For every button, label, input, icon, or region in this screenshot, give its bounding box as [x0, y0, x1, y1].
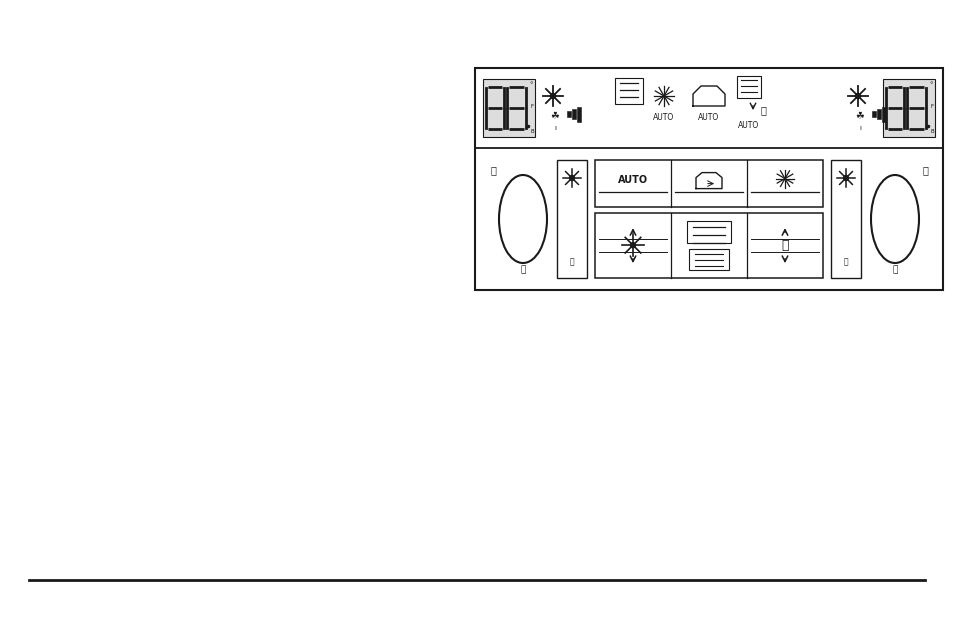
- Bar: [475, 68, 942, 290]
- Circle shape: [630, 243, 635, 247]
- Bar: [876, 109, 880, 119]
- Bar: [871, 111, 875, 117]
- Ellipse shape: [870, 175, 918, 263]
- Text: AUTO: AUTO: [618, 175, 647, 184]
- Ellipse shape: [498, 175, 546, 263]
- Circle shape: [569, 176, 574, 181]
- Text: 💺: 💺: [891, 265, 897, 275]
- Text: 💺: 💺: [569, 258, 574, 266]
- Text: 🧍: 🧍: [781, 238, 788, 252]
- Bar: [882, 79, 934, 137]
- Text: F: F: [530, 104, 534, 109]
- Bar: [688, 249, 728, 270]
- Text: ı: ı: [858, 125, 861, 131]
- Text: °: °: [928, 82, 932, 88]
- Bar: [595, 213, 822, 278]
- Text: AUTO: AUTO: [653, 113, 674, 123]
- Circle shape: [855, 93, 860, 99]
- Bar: [830, 160, 861, 278]
- Bar: [615, 78, 642, 104]
- Text: AUTO: AUTO: [738, 121, 759, 130]
- Text: 👤: 👤: [760, 105, 765, 115]
- Bar: [577, 107, 580, 122]
- Text: ⏻: ⏻: [490, 165, 496, 175]
- Circle shape: [842, 176, 847, 181]
- Text: B: B: [929, 129, 933, 134]
- Bar: [572, 109, 576, 119]
- Text: 💺: 💺: [842, 258, 847, 266]
- Text: AUTO: AUTO: [698, 113, 719, 123]
- Bar: [482, 79, 535, 137]
- Bar: [882, 107, 885, 122]
- Text: ⏻: ⏻: [922, 165, 927, 175]
- Bar: [557, 160, 586, 278]
- Bar: [566, 111, 571, 117]
- Text: F: F: [930, 104, 933, 109]
- Bar: [595, 160, 822, 207]
- Text: ☘: ☘: [855, 111, 863, 121]
- Bar: [737, 76, 760, 98]
- Circle shape: [550, 93, 555, 99]
- Text: °: °: [529, 82, 533, 88]
- Text: ☘: ☘: [550, 111, 558, 121]
- Text: B: B: [530, 129, 534, 134]
- Text: ı: ı: [554, 125, 556, 131]
- Bar: [686, 221, 730, 243]
- Text: 💺: 💺: [519, 265, 525, 275]
